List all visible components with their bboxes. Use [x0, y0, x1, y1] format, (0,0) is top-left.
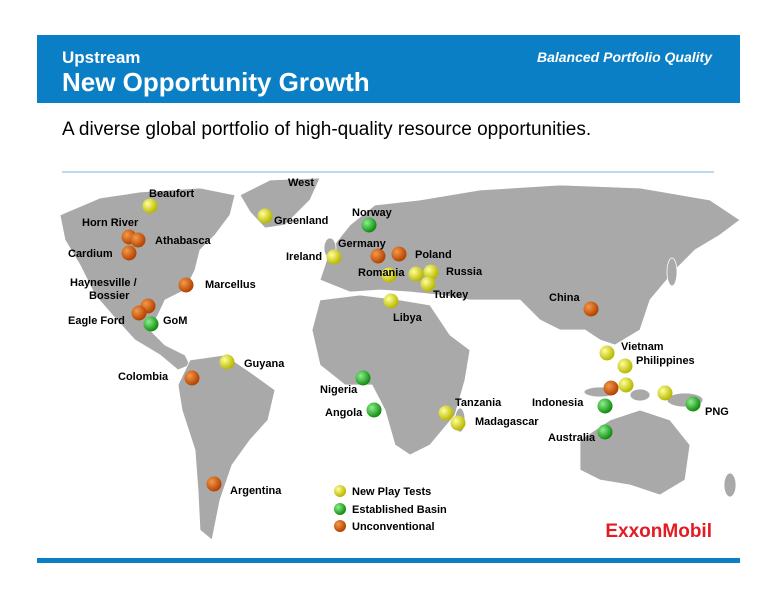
place-label: Beaufort	[149, 188, 195, 200]
place-label: Norway	[352, 207, 393, 219]
place-label: Horn River	[82, 217, 139, 229]
site-dot	[599, 345, 615, 361]
place-label: Greenland	[274, 215, 328, 227]
legend-label: Established Basin	[352, 504, 447, 516]
place-label: Poland	[415, 249, 452, 261]
site-dot	[391, 246, 407, 262]
site-dot	[178, 277, 194, 293]
site-dot	[370, 248, 386, 264]
place-label: Colombia	[118, 371, 169, 383]
footer-bar	[37, 558, 740, 563]
place-label: Marcellus	[205, 279, 256, 291]
place-label: Tanzania	[455, 397, 502, 409]
place-label: Philippines	[636, 355, 695, 367]
place-label: Libya	[393, 312, 423, 324]
site-dot	[438, 405, 454, 421]
site-dot	[131, 305, 147, 321]
place-label: Angola	[325, 407, 363, 419]
place-label: PNG	[705, 406, 729, 418]
place-label: Nigeria	[320, 384, 358, 396]
site-dot	[597, 424, 613, 440]
site-dot	[420, 276, 436, 292]
site-dot	[361, 217, 377, 233]
site-dot	[408, 266, 424, 282]
place-label: Germany	[338, 238, 387, 250]
site-dot	[603, 380, 619, 396]
place-label: Haynesville /	[70, 277, 137, 289]
place-label: Indonesia	[532, 397, 584, 409]
site-dot	[685, 396, 701, 412]
site-dot	[366, 402, 382, 418]
site-dot	[450, 415, 466, 431]
site-dot	[618, 377, 634, 393]
legend-label: New Play Tests	[352, 486, 431, 498]
place-label: Madagascar	[475, 416, 539, 428]
place-label: GoM	[163, 315, 187, 327]
legend-dot	[334, 485, 346, 497]
labels: Beaufort West Greenland Norway Horn River Ath…	[68, 177, 729, 497]
place-label: Eagle Ford	[68, 315, 125, 327]
site-dot	[597, 398, 613, 414]
site-dot	[121, 245, 137, 261]
tagline: Balanced Portfolio Quality	[537, 49, 713, 65]
world-map	[59, 177, 741, 541]
place-label: Turkey	[433, 289, 469, 301]
place-label: Cardium	[68, 248, 113, 260]
legend: New Play Tests Established Basin Unconve…	[334, 485, 447, 533]
section: Upstream	[62, 48, 140, 67]
place-label: Guyana	[244, 358, 285, 370]
site-dot	[355, 370, 371, 386]
site-dot	[130, 232, 146, 248]
site-dot	[326, 249, 342, 265]
place-label: China	[549, 292, 580, 304]
place-label: Bossier	[89, 290, 130, 302]
place-label: Russia	[446, 266, 483, 278]
place-label: Romania	[358, 267, 405, 279]
site-dot	[257, 208, 273, 224]
site-dot	[206, 476, 222, 492]
legend-label: Unconventional	[352, 521, 435, 533]
site-dot	[423, 264, 439, 280]
place-label: Vietnam	[621, 341, 664, 353]
title: New Opportunity Growth	[62, 67, 370, 97]
site-dot	[657, 385, 673, 401]
dots	[121, 198, 701, 492]
site-dot	[143, 316, 159, 332]
place-label: Ireland	[286, 251, 322, 263]
site-dot	[142, 198, 158, 214]
legend-dot	[334, 503, 346, 515]
site-dot	[381, 267, 397, 283]
legend-dot	[334, 520, 346, 532]
place-label: West	[288, 177, 314, 189]
place-label: Australia	[548, 432, 596, 444]
place-label: Athabasca	[155, 235, 212, 247]
site-dot	[617, 358, 633, 374]
site-dot	[383, 293, 399, 309]
site-dot	[219, 354, 235, 370]
headline: A diverse global portfolio of high-quali…	[62, 119, 591, 140]
header-bar	[37, 35, 740, 103]
logo: ExxonMobil	[605, 521, 712, 542]
site-dot	[184, 370, 200, 386]
site-dot	[583, 301, 599, 317]
place-label: Argentina	[230, 485, 282, 497]
